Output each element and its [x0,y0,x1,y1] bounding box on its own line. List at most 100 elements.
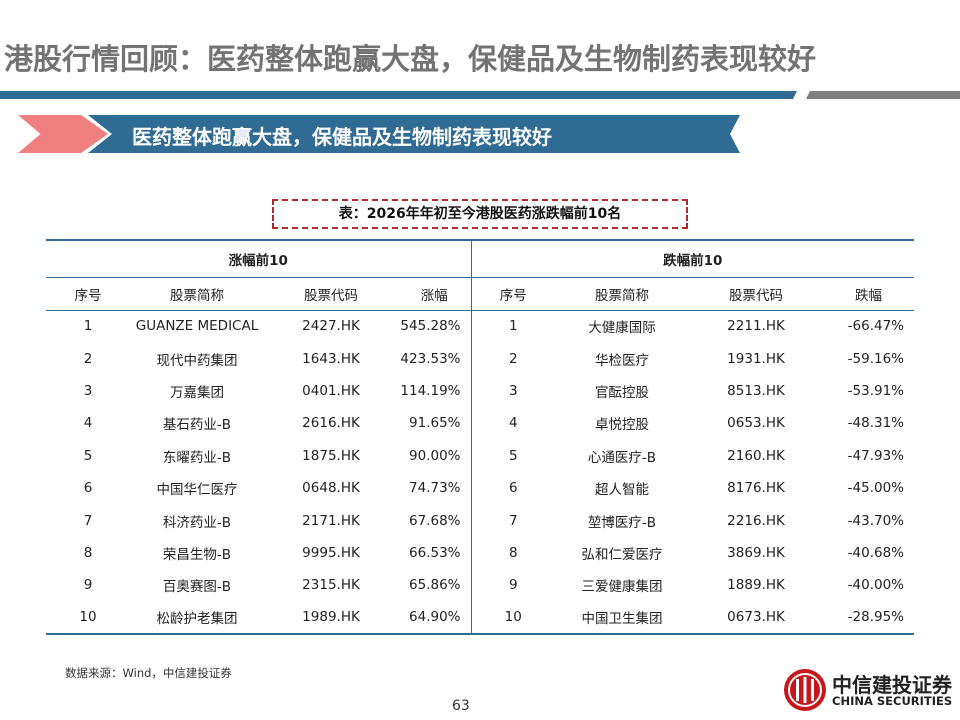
gainer-change: 90.00% [409,447,461,464]
gainers-col-seq-header: 序号 [46,277,130,311]
gainer-stock-code: 2427.HK [302,318,360,335]
table-row: 7 科济药业-B 2171.HK 67.68% 7 堃博医疗-B 2216.HK -43.70… [46,504,914,537]
table-row: 1 GUANZE MEDICAL 2427.HK 545.28% 1 大健康国际 2211.… [46,310,914,343]
loser-stock-name: 超人智能 [595,482,649,499]
gainer-stock-name: 基石药业-B [162,417,232,434]
loser-stock-code: 2216.HK [727,512,785,529]
loser-change: -43.70% [847,512,904,529]
gainer-stock-code: 2171.HK [302,512,360,529]
gainer-change: 545.28% [400,318,461,335]
loser-change: -40.68% [847,544,904,561]
gainers-header: 涨幅前10 [46,240,471,278]
loser-change: -28.95% [847,609,904,626]
loser-stock-name: 三爱健康集团 [581,579,663,596]
gainer-change: 74.73% [409,480,461,497]
loser-stock-code: 8513.HK [727,382,785,399]
loser-rank: 4 [470,407,555,440]
title-underline-gray [806,91,960,99]
table-row: 5 东曜药业-B 1875.HK 90.00% 5 心通医疗-B 2160.HK -47.93… [46,439,914,472]
gainer-rank: 8 [83,544,93,561]
gainer-stock-code: 2616.HK [302,415,360,432]
banner-background [88,115,740,153]
gainer-stock-code: 0648.HK [302,480,360,497]
gainer-stock-name: 万嘉集团 [170,384,224,401]
gainer-stock-name: 现代中药集团 [156,352,238,369]
logo-emblem-icon [784,669,826,711]
loser-stock-name: 官酝控股 [595,384,649,401]
table-row: 4 基石药业-B 2616.HK 91.65% 4 卓悦控股 0653.HK -48.31% [46,407,914,440]
loser-stock-code: 3869.HK [727,544,785,561]
gainer-rank: 9 [83,577,93,594]
company-logo: 中信建投证券 CHINA SECURITIES [782,667,958,713]
table-row: 6 中国华仁医疗 0648.HK 74.73% 6 超人智能 8176.HK -45.00% [46,471,914,505]
gainer-stock-name: 中国华仁医疗 [156,482,238,499]
loser-stock-code: 1931.HK [727,350,785,367]
gainer-stock-name: 百奥赛图-B [162,579,232,596]
gainer-stock-code: 9995.HK [302,544,360,561]
gainer-stock-code: 1643.HK [302,350,360,367]
table-row: 3 万嘉集团 0401.HK 114.19% 3 官酝控股 8513.HK -53.91% [46,374,914,408]
gainer-change: 67.68% [409,512,461,529]
loser-stock-code: 8176.HK [727,480,785,497]
gainer-stock-code: 1875.HK [302,447,360,464]
loser-rank: 1 [470,310,555,343]
loser-stock-name: 大健康国际 [588,320,656,337]
gainer-rank: 1 [83,318,93,335]
gainers-col-name-header: 股票简称 [130,277,264,311]
gainer-stock-name: 东曜药业-B [162,449,232,466]
loser-change: -53.91% [847,382,904,399]
losers-col-code-header: 股票代码 [689,277,823,311]
gainer-rank: 2 [83,350,93,367]
losers-header: 跌幅前10 [470,240,914,278]
table-row: 2 现代中药集团 1643.HK 423.53% 2 华检医疗 1931.HK -59.16% [46,342,914,375]
loser-change: -48.31% [847,415,904,432]
gainer-rank: 10 [79,609,97,626]
loser-stock-code: 0653.HK [727,415,785,432]
loser-rank: 5 [470,439,555,472]
losers-col-change-header: 跌幅 [823,277,914,311]
loser-stock-name: 堃博医疗-B [587,514,657,531]
gainer-stock-code: 2315.HK [302,577,360,594]
gainers-col-change-header: 涨幅 [398,277,471,311]
gainer-change: 114.19% [400,382,461,399]
page-number: 63 [452,698,470,714]
gainer-change: 65.86% [409,577,461,594]
loser-rank: 3 [470,374,555,408]
loser-stock-code: 2211.HK [727,318,785,335]
loser-stock-name: 卓悦控股 [595,417,649,434]
gainer-stock-name: 松龄护老集团 [156,611,238,628]
gainer-stock-code: 0401.HK [302,382,360,399]
loser-change: -45.00% [847,480,904,497]
loser-change: -47.93% [847,447,904,464]
loser-stock-name: 弘和仁爱医疗 [581,546,663,563]
table-row: 10 松龄护老集团 1989.HK 64.90% 10 中国卫生集团 0673.HK -28.… [46,601,914,634]
table-row: 8 荣昌生物-B 9995.HK 66.53% 8 弘和仁爱医疗 3869.HK -40.68… [46,536,914,570]
loser-change: -59.16% [847,350,904,367]
table-row: 9 百奥赛图-B 2315.HK 65.86% 9 三爱健康集团 1889.HK -40.00… [46,569,914,602]
title-underline-blue [0,91,797,99]
gainer-stock-code: 1989.HK [302,609,360,626]
gainer-rank: 6 [83,480,93,497]
gainer-change: 91.65% [409,415,461,432]
gainer-rank: 3 [83,382,93,399]
loser-rank: 7 [470,504,555,537]
page-title: 港股行情回顾：医药整体跑赢大盘，保健品及生物制药表现较好 [4,42,817,76]
loser-change: -40.00% [847,577,904,594]
loser-rank: 10 [470,601,555,634]
gainer-change: 64.90% [409,609,461,626]
banner-arrow [18,115,108,153]
loser-stock-name: 华检医疗 [595,352,649,369]
logo-english-name: CHINA SECURITIES [832,694,953,708]
loser-stock-name: 中国卫生集团 [581,611,663,628]
losers-col-seq-header: 序号 [470,277,555,311]
table-caption: 表：2026年年初至今港股医药涨跌幅前10名 [272,199,688,229]
losers-col-name-header: 股票简称 [555,277,689,311]
loser-change: -66.47% [847,318,904,335]
loser-stock-code: 1889.HK [727,577,785,594]
gainer-rank: 5 [83,447,93,464]
gainer-stock-name: 荣昌生物-B [162,546,232,563]
loser-rank: 9 [470,569,555,602]
loser-stock-code: 0673.HK [727,609,785,626]
gainer-rank: 4 [83,415,93,432]
gainer-change: 66.53% [409,544,461,561]
